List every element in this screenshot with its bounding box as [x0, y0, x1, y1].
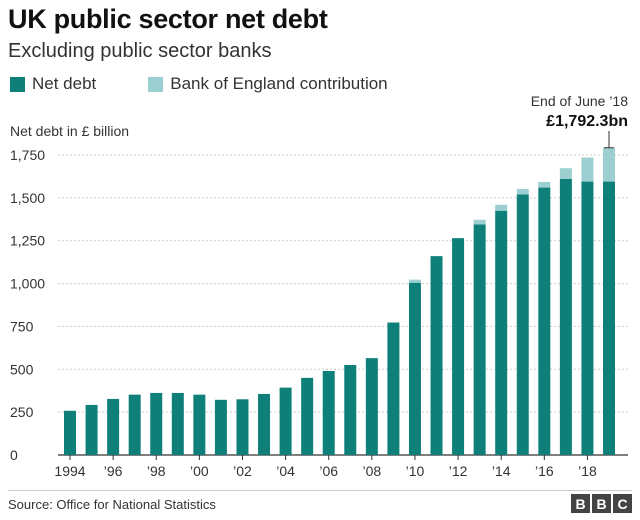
bar-net-debt	[128, 394, 141, 455]
y-tick-label: 250	[10, 404, 34, 420]
x-tick-label: ’08	[362, 463, 381, 479]
bar-net-debt	[516, 194, 529, 455]
bar-boe-contribution	[408, 279, 421, 283]
bar-net-debt	[279, 387, 292, 455]
legend-swatch-net-debt	[10, 76, 25, 92]
y-tick-label: 1,500	[10, 190, 45, 206]
annotation-total: £1,792.3bn	[546, 113, 628, 130]
y-tick-label: 0	[10, 447, 18, 463]
legend-swatch-boe	[148, 76, 164, 92]
x-tick-label: 1994	[54, 463, 85, 479]
y-tick-label: 750	[10, 318, 34, 334]
x-tick-label: ’02	[233, 463, 252, 479]
x-tick-label: ’98	[147, 463, 166, 479]
x-tick-label: ’14	[492, 463, 511, 479]
bar-net-debt	[603, 181, 615, 456]
bar-boe-contribution	[559, 168, 572, 179]
bar-boe-contribution	[473, 219, 486, 225]
bar-net-debt	[538, 187, 551, 456]
y-axis-label: Net debt in £ billion	[10, 123, 129, 139]
x-tick-label: ’96	[104, 463, 123, 479]
bar-net-debt	[581, 181, 594, 456]
x-tick-labels: 1994 ’96 ’98 ’00 ’02 ’04 ’06 ’08 ’10 ’12 ’14 ’16 ’18	[54, 455, 597, 479]
source-note: Source: Office for National Statistics	[8, 497, 216, 512]
bars	[64, 147, 615, 456]
annotation: End of June ’18 £1,792.3bn	[531, 93, 629, 149]
legend-item-boe: Bank of England contribution	[148, 74, 388, 94]
bar-net-debt	[473, 224, 486, 455]
bar-net-debt	[387, 322, 400, 455]
x-tick-label: ’18	[578, 463, 597, 479]
y-tick-label: 1,000	[10, 276, 45, 292]
bar-net-debt	[258, 393, 271, 455]
logo-letter: B	[592, 494, 611, 513]
x-tick-label: ’04	[276, 463, 295, 479]
bar-net-debt	[107, 398, 120, 455]
y-tick-labels: 0 250 500 750 1,000 1,250 1,500 1,750	[10, 147, 45, 463]
bar-net-debt	[301, 377, 314, 455]
bar-net-debt	[85, 404, 98, 455]
footer-divider	[8, 490, 632, 491]
gridlines	[58, 154, 628, 456]
bar-net-debt	[452, 238, 465, 455]
annotation-date: End of June ’18	[531, 93, 629, 109]
bar-net-debt	[495, 210, 508, 455]
bar-chart: Net debt in £ billion 0 250 500 750 1,000 1,2…	[10, 93, 629, 479]
bar-boe-contribution	[516, 188, 529, 195]
y-tick-label: 500	[10, 361, 34, 377]
logo-letter: C	[613, 494, 632, 513]
bbc-logo: B B C	[569, 494, 632, 513]
bar-net-debt	[430, 256, 443, 455]
bar-net-debt	[64, 410, 76, 455]
bar-boe-contribution	[495, 204, 508, 211]
legend-label-boe: Bank of England contribution	[170, 74, 388, 93]
bar-boe-contribution	[581, 157, 594, 182]
bar-net-debt	[150, 392, 163, 455]
x-tick-label: ’12	[449, 463, 468, 479]
legend-item-net-debt: Net debt	[10, 74, 96, 94]
bar-boe-contribution	[538, 181, 551, 188]
chart-subtitle: Excluding public sector banks	[8, 40, 272, 62]
x-tick-label: ’10	[406, 463, 425, 479]
chart-title: UK public sector net debt	[8, 4, 328, 34]
bar-net-debt	[171, 392, 184, 455]
logo-letter: B	[571, 494, 590, 513]
bar-boe-contribution	[603, 147, 615, 182]
bar-net-debt	[214, 399, 227, 455]
bar-net-debt	[322, 371, 335, 455]
y-tick-label: 1,250	[10, 233, 45, 249]
bar-net-debt	[408, 282, 421, 455]
bar-net-debt	[193, 394, 206, 455]
bar-net-debt	[344, 365, 357, 455]
bar-net-debt	[365, 358, 378, 455]
legend-label-net-debt: Net debt	[32, 74, 97, 93]
bar-net-debt	[559, 179, 572, 455]
x-tick-label: ’06	[319, 463, 338, 479]
x-tick-label: ’00	[190, 463, 209, 479]
legend: Net debt Bank of England contribution	[10, 74, 388, 94]
bar-net-debt	[236, 399, 249, 455]
y-tick-label: 1,750	[10, 147, 45, 163]
x-tick-label: ’16	[535, 463, 554, 479]
